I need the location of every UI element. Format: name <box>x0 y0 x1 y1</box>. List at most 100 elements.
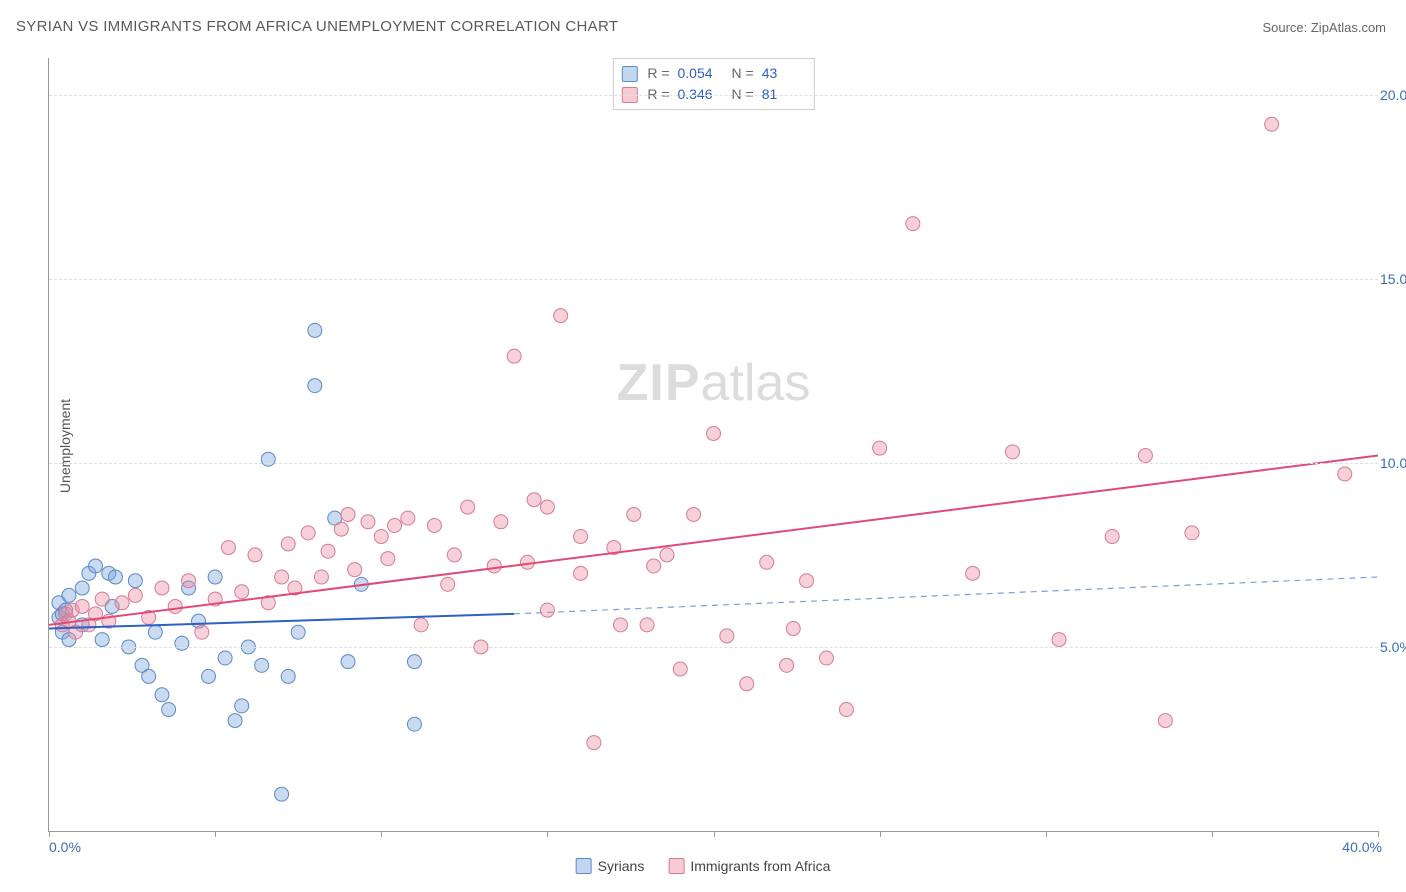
data-point <box>115 596 129 610</box>
gridline <box>49 647 1378 648</box>
data-point <box>673 662 687 676</box>
chart-title: SYRIAN VS IMMIGRANTS FROM AFRICA UNEMPLO… <box>16 18 618 35</box>
data-point <box>1185 526 1199 540</box>
x-tick <box>1212 831 1213 837</box>
data-point <box>168 599 182 613</box>
data-point <box>613 618 627 632</box>
data-point <box>441 577 455 591</box>
data-point <box>1138 449 1152 463</box>
data-point <box>720 629 734 643</box>
data-point <box>1158 714 1172 728</box>
source-label: Source: ZipAtlas.com <box>1262 20 1386 35</box>
gridline <box>49 463 1378 464</box>
x-axis-max-label: 40.0% <box>1342 839 1382 855</box>
data-point <box>540 500 554 514</box>
data-point <box>301 526 315 540</box>
data-point <box>461 500 475 514</box>
data-point <box>275 570 289 584</box>
data-point <box>640 618 654 632</box>
x-axis-min-label: 0.0% <box>49 839 81 855</box>
data-point <box>407 655 421 669</box>
gridline <box>49 279 1378 280</box>
data-point <box>182 574 196 588</box>
data-point <box>819 651 833 665</box>
series-immigrants-from-africa <box>55 117 1351 749</box>
data-point <box>75 581 89 595</box>
data-point <box>660 548 674 562</box>
data-point <box>507 349 521 363</box>
data-point <box>155 688 169 702</box>
x-tick <box>381 831 382 837</box>
y-tick-label: 5.0% <box>1380 639 1406 655</box>
x-tick <box>49 831 50 837</box>
data-point <box>839 703 853 717</box>
data-point <box>128 574 142 588</box>
data-point <box>587 736 601 750</box>
data-point <box>175 636 189 650</box>
data-point <box>308 323 322 337</box>
data-point <box>275 787 289 801</box>
data-point <box>155 581 169 595</box>
data-point <box>740 677 754 691</box>
data-point <box>341 655 355 669</box>
data-point <box>407 717 421 731</box>
data-point <box>142 669 156 683</box>
y-tick-label: 10.0% <box>1380 455 1406 471</box>
data-point <box>1265 117 1279 131</box>
scatter-svg <box>49 58 1378 831</box>
data-point <box>574 566 588 580</box>
data-point <box>627 507 641 521</box>
data-point <box>334 522 348 536</box>
data-point <box>228 714 242 728</box>
data-point <box>255 658 269 672</box>
legend-item-africa: Immigrants from Africa <box>668 858 830 874</box>
x-tick <box>215 831 216 837</box>
data-point <box>201 669 215 683</box>
data-point <box>218 651 232 665</box>
data-point <box>208 570 222 584</box>
data-point <box>554 309 568 323</box>
data-point <box>487 559 501 573</box>
data-point <box>321 544 335 558</box>
data-point <box>235 585 249 599</box>
data-point <box>162 703 176 717</box>
data-point <box>62 588 76 602</box>
data-point <box>427 518 441 532</box>
data-point <box>89 559 103 573</box>
data-point <box>75 599 89 613</box>
data-point <box>381 552 395 566</box>
data-point <box>414 618 428 632</box>
data-point <box>108 570 122 584</box>
data-point <box>1105 530 1119 544</box>
y-tick-label: 15.0% <box>1380 271 1406 287</box>
data-point <box>281 669 295 683</box>
data-point <box>527 493 541 507</box>
data-point <box>780 658 794 672</box>
data-point <box>1338 467 1352 481</box>
data-point <box>374 530 388 544</box>
data-point <box>308 379 322 393</box>
data-point <box>647 559 661 573</box>
legend-label: Syrians <box>598 858 645 874</box>
data-point <box>148 625 162 639</box>
y-tick-label: 20.0% <box>1380 87 1406 103</box>
data-point <box>221 541 235 555</box>
data-point <box>314 570 328 584</box>
data-point <box>95 592 109 606</box>
x-tick <box>1378 831 1379 837</box>
data-point <box>800 574 814 588</box>
data-point <box>1052 633 1066 647</box>
data-point <box>261 452 275 466</box>
data-point <box>235 699 249 713</box>
data-point <box>291 625 305 639</box>
swatch-icon <box>576 858 592 874</box>
data-point <box>687 507 701 521</box>
data-point <box>341 507 355 521</box>
plot-area: ZIPatlas R = 0.054 N = 43 R = 0.346 N = … <box>48 58 1378 832</box>
data-point <box>447 548 461 562</box>
data-point <box>873 441 887 455</box>
data-point <box>361 515 375 529</box>
data-point <box>540 603 554 617</box>
data-point <box>388 518 402 532</box>
series-syrians <box>52 323 422 801</box>
